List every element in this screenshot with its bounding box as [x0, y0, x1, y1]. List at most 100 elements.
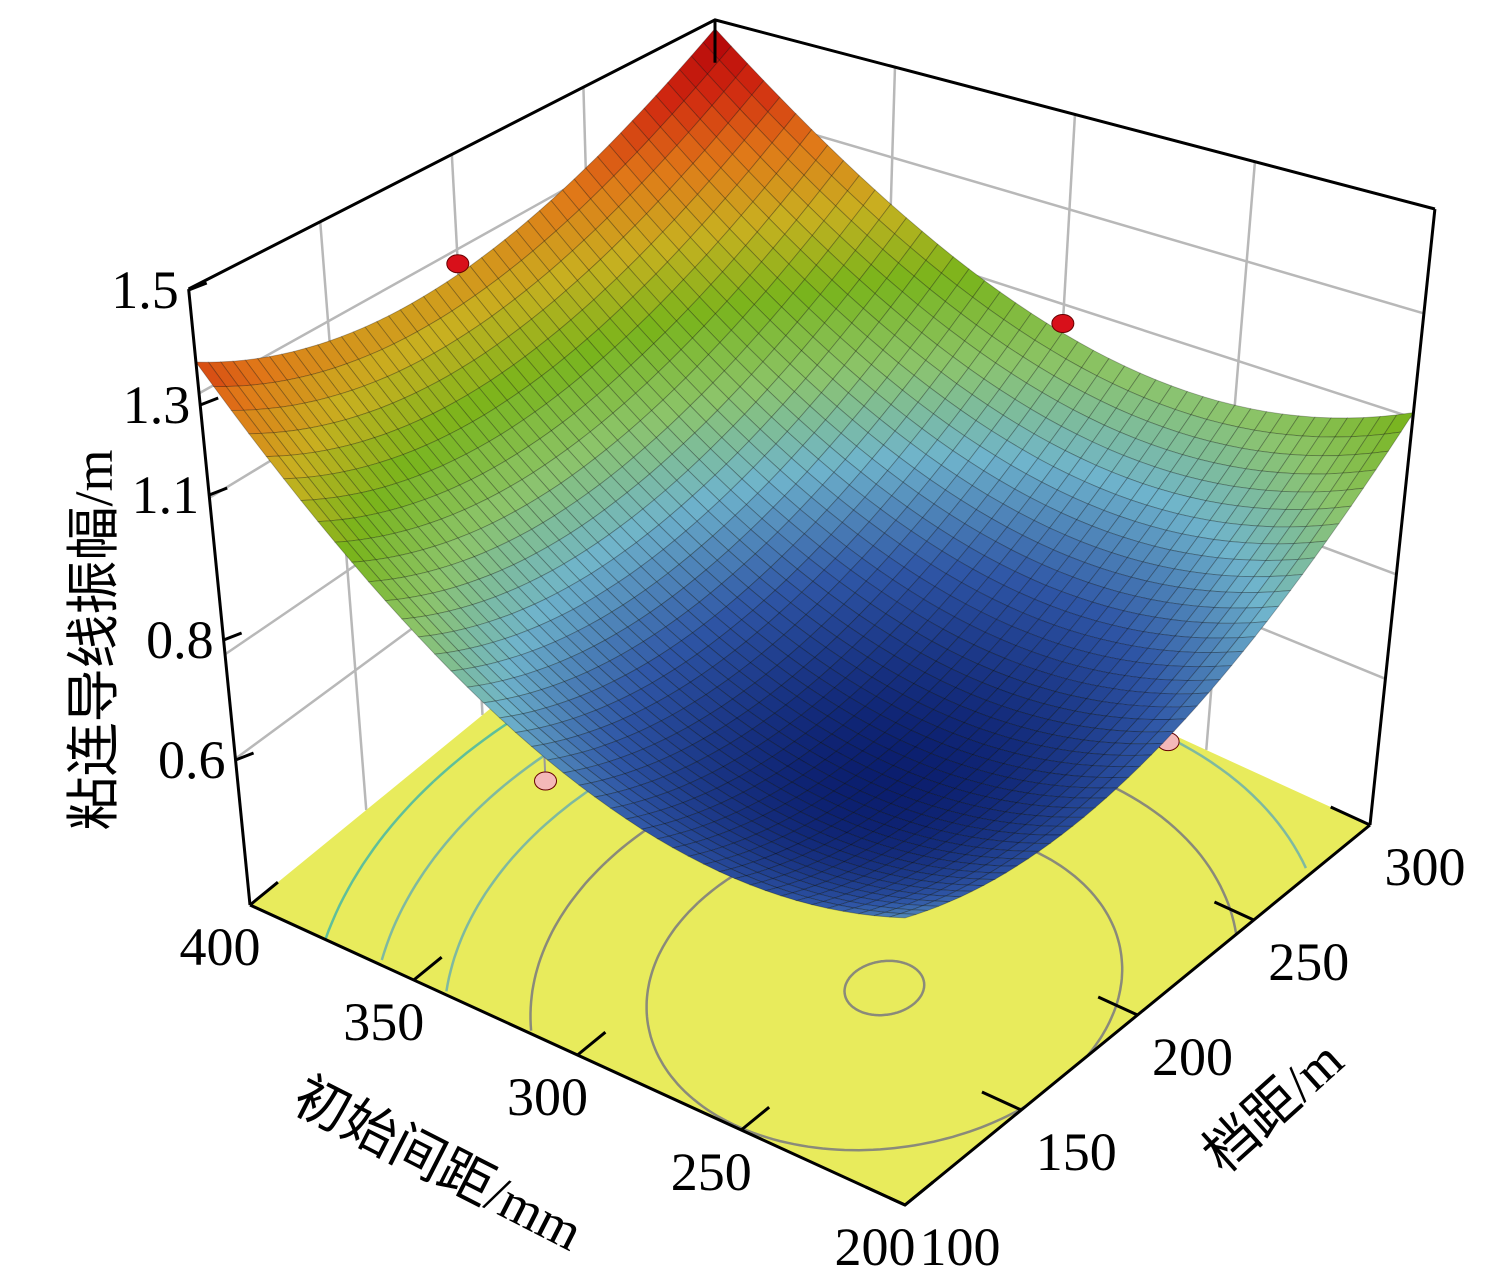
- surface-patch: [1099, 552, 1129, 574]
- surface-patch: [1002, 398, 1032, 426]
- surface-patch: [624, 151, 655, 184]
- surface-patch: [503, 510, 533, 537]
- surface-patch: [789, 714, 818, 735]
- surface-patch: [432, 407, 462, 435]
- surface-patch: [417, 635, 448, 655]
- surface-patch: [911, 905, 939, 911]
- surface-patch: [1010, 449, 1039, 475]
- surface-patch: [878, 803, 908, 818]
- surface-patch: [873, 613, 902, 636]
- surface-patch: [441, 630, 471, 652]
- surface-patch: [1150, 426, 1180, 451]
- surface-patch: [960, 754, 990, 771]
- surface-patch: [862, 292, 892, 323]
- y-tick-label: 250: [1268, 932, 1349, 992]
- surface-patch: [982, 820, 1012, 832]
- surface-patch: [1019, 651, 1048, 671]
- surface-patch: [469, 256, 499, 288]
- surface-patch: [843, 775, 873, 792]
- surface-patch: [1217, 607, 1248, 624]
- surface-patch: [973, 864, 1003, 874]
- surface-patch: [646, 760, 676, 778]
- design-points-above: [446, 254, 1075, 333]
- surface-patch: [889, 622, 918, 645]
- surface-patch: [915, 865, 945, 876]
- surface-patch: [1058, 694, 1088, 712]
- surface-patch: [889, 913, 917, 919]
- surface-patch: [411, 295, 442, 326]
- y-tick: [1097, 995, 1139, 1017]
- x-tick: [740, 1106, 771, 1132]
- surface-patch: [830, 521, 859, 548]
- surface-patch: [844, 445, 873, 473]
- surface-patch: [372, 486, 403, 511]
- surface-patch: [1245, 591, 1276, 609]
- surface-patch: [728, 825, 758, 840]
- surface-patch: [544, 456, 573, 484]
- surface-patch: [940, 356, 970, 385]
- contour-line: [380, 803, 484, 961]
- surface-patch: [752, 857, 782, 870]
- surface-patch: [829, 432, 858, 461]
- surface-patch: [667, 832, 697, 846]
- surface-patch: [1075, 503, 1105, 527]
- surface-patch: [1237, 408, 1268, 431]
- surface-patch: [1022, 598, 1051, 620]
- surface-patch: [1134, 742, 1164, 756]
- surface-patch: [510, 713, 540, 731]
- surface-patch: [792, 278, 822, 310]
- surface-patch: [693, 694, 723, 715]
- surface-patch: [596, 144, 627, 177]
- z-tick: [199, 396, 219, 407]
- surface-patch: [1014, 382, 1043, 410]
- surface-patch: [1030, 637, 1060, 658]
- surface-patch: [1233, 607, 1264, 624]
- surface-patch: [656, 835, 686, 849]
- surface-patch: [1060, 576, 1090, 598]
- surface-patch: [921, 316, 950, 346]
- surface-patch: [949, 582, 978, 605]
- surface-patch: [1034, 656, 1064, 676]
- surface-patch: [909, 813, 939, 828]
- surface-patch: [643, 95, 673, 128]
- surface-patch: [921, 709, 950, 728]
- surface-patch: [339, 389, 370, 417]
- surface-patch: [1105, 703, 1135, 719]
- surface-patch: [1118, 576, 1148, 597]
- surface-patch: [961, 871, 992, 880]
- surface-patch: [1068, 615, 1098, 636]
- z-axis-line: [187, 288, 252, 906]
- surface-patch: [845, 533, 874, 559]
- surface-patch: [1084, 620, 1114, 640]
- surface-patch: [941, 732, 970, 750]
- surface-patch: [902, 833, 932, 847]
- y-tick-label: 150: [1036, 1122, 1117, 1182]
- surface-patch: [803, 159, 833, 192]
- surface-patch: [508, 654, 538, 675]
- surface-patch: [1232, 542, 1263, 561]
- surface-patch: [944, 833, 974, 846]
- surface-patch: [1177, 571, 1207, 590]
- surface-patch: [640, 557, 669, 583]
- surface-patch: [1006, 329, 1036, 358]
- surface-patch: [698, 592, 727, 617]
- surface-patch: [945, 890, 973, 898]
- surface-patch: [750, 815, 780, 830]
- surface-patch: [987, 388, 1016, 416]
- surface-patch: [1095, 448, 1125, 473]
- surface-patch: [804, 724, 833, 744]
- surface-patch: [817, 445, 846, 474]
- surface-patch: [526, 497, 556, 524]
- surface-patch: [850, 204, 880, 236]
- surface-patch: [1122, 754, 1153, 768]
- surface-patch: [754, 828, 784, 843]
- surface-patch: [824, 750, 853, 769]
- surface-patch: [706, 59, 737, 93]
- surface-patch: [936, 810, 965, 824]
- surface-patch: [1216, 540, 1247, 560]
- surface-patch: [867, 810, 897, 826]
- surface-patch: [815, 715, 844, 735]
- surface-patch: [843, 592, 872, 616]
- surface-patch: [776, 263, 806, 294]
